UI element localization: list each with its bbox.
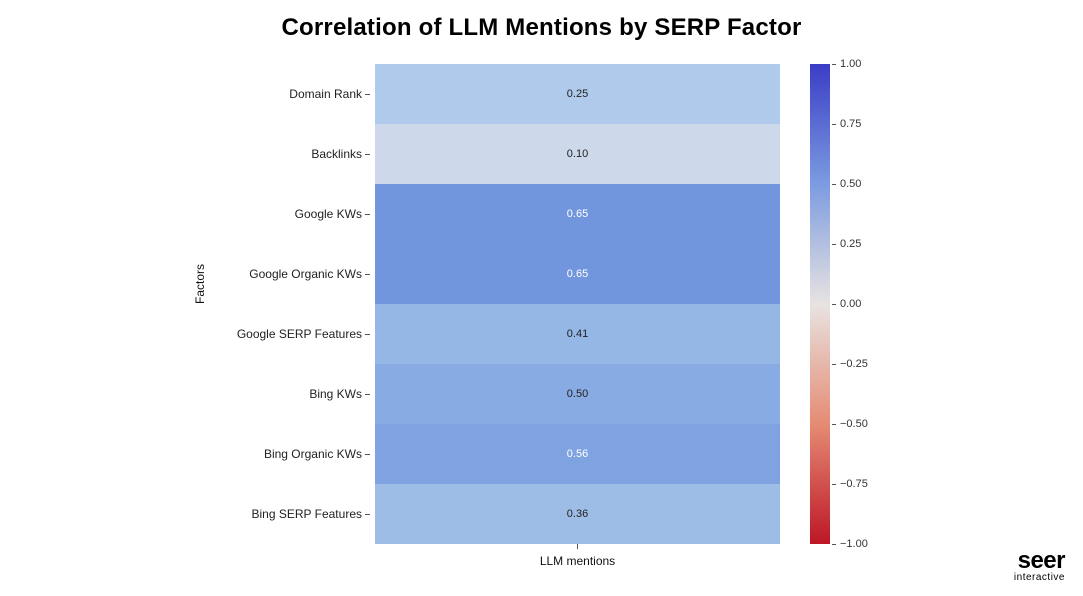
y-tick-mark: [365, 214, 370, 215]
colorbar-tick-mark: [832, 484, 836, 485]
colorbar-tick-mark: [832, 244, 836, 245]
brand-logo: seer interactive: [1014, 551, 1065, 582]
heatmap-row: 0.65: [375, 244, 780, 304]
y-tick-mark: [365, 94, 370, 95]
colorbar-tick-label: −0.50: [840, 418, 868, 430]
colorbar-tick-mark: [832, 304, 836, 305]
y-tick-label: Google SERP Features: [237, 327, 362, 341]
heatmap-cell-value: 0.36: [567, 508, 588, 520]
heatmap-cell-value: 0.65: [567, 268, 588, 280]
colorbar-tick-mark: [832, 184, 836, 185]
y-tick-label: Google KWs: [295, 207, 362, 221]
x-axis-tick: [577, 544, 578, 549]
colorbar-tick-label: 1.00: [840, 58, 861, 70]
chart-container: Correlation of LLM Mentions by SERP Fact…: [0, 0, 1083, 596]
heatmap-row: 0.41: [375, 304, 780, 364]
colorbar-tick-mark: [832, 424, 836, 425]
heatmap-row: 0.65: [375, 184, 780, 244]
brand-name: seer: [1018, 547, 1065, 574]
colorbar-tick-label: 0.50: [840, 178, 861, 190]
y-tick-label: Bing KWs: [309, 387, 362, 401]
heatmap-cell-value: 0.50: [567, 388, 588, 400]
heatmap-row: 0.50: [375, 364, 780, 424]
heatmap-cell-value: 0.56: [567, 448, 588, 460]
colorbar-tick-label: 0.75: [840, 118, 861, 130]
colorbar-tick-label: 0.00: [840, 298, 861, 310]
colorbar-tick-mark: [832, 544, 836, 545]
y-tick-mark: [365, 454, 370, 455]
y-tick-label: Bing Organic KWs: [264, 447, 362, 461]
colorbar: [810, 64, 830, 544]
y-tick-label: Google Organic KWs: [249, 267, 362, 281]
colorbar-ticks: 1.000.750.500.250.00−0.25−0.50−0.75−1.00: [832, 64, 892, 544]
heatmap-cell-value: 0.65: [567, 208, 588, 220]
y-tick-mark: [365, 514, 370, 515]
colorbar-tick-mark: [832, 124, 836, 125]
chart-title: Correlation of LLM Mentions by SERP Fact…: [0, 14, 1083, 42]
y-axis-labels: Domain Rank Backlinks Google KWs Google Org…: [0, 64, 370, 544]
heatmap-row: 0.36: [375, 484, 780, 544]
colorbar-tick-label: −1.00: [840, 538, 868, 550]
colorbar-tick-label: −0.25: [840, 358, 868, 370]
y-tick-mark: [365, 394, 370, 395]
colorbar-tick-mark: [832, 64, 836, 65]
y-tick-mark: [365, 274, 370, 275]
y-tick-label: Domain Rank: [289, 87, 362, 101]
colorbar-tick-label: −0.75: [840, 478, 868, 490]
y-tick-label: Bing SERP Features: [251, 507, 362, 521]
y-tick-label: Backlinks: [311, 147, 362, 161]
heatmap-cell-value: 0.25: [567, 88, 588, 100]
y-tick-mark: [365, 154, 370, 155]
heatmap-row: 0.10: [375, 124, 780, 184]
heatmap-plot: 0.25 0.10 0.65 0.65 0.41 0.50 0.56 0.36: [375, 64, 780, 544]
x-axis-label: LLM mentions: [375, 554, 780, 568]
heatmap-cell-value: 0.10: [567, 148, 588, 160]
heatmap-cell-value: 0.41: [567, 328, 588, 340]
colorbar-tick-label: 0.25: [840, 238, 861, 250]
heatmap-row: 0.25: [375, 64, 780, 124]
colorbar-tick-mark: [832, 364, 836, 365]
heatmap-row: 0.56: [375, 424, 780, 484]
y-tick-mark: [365, 334, 370, 335]
brand-subtitle: interactive: [1014, 574, 1065, 583]
